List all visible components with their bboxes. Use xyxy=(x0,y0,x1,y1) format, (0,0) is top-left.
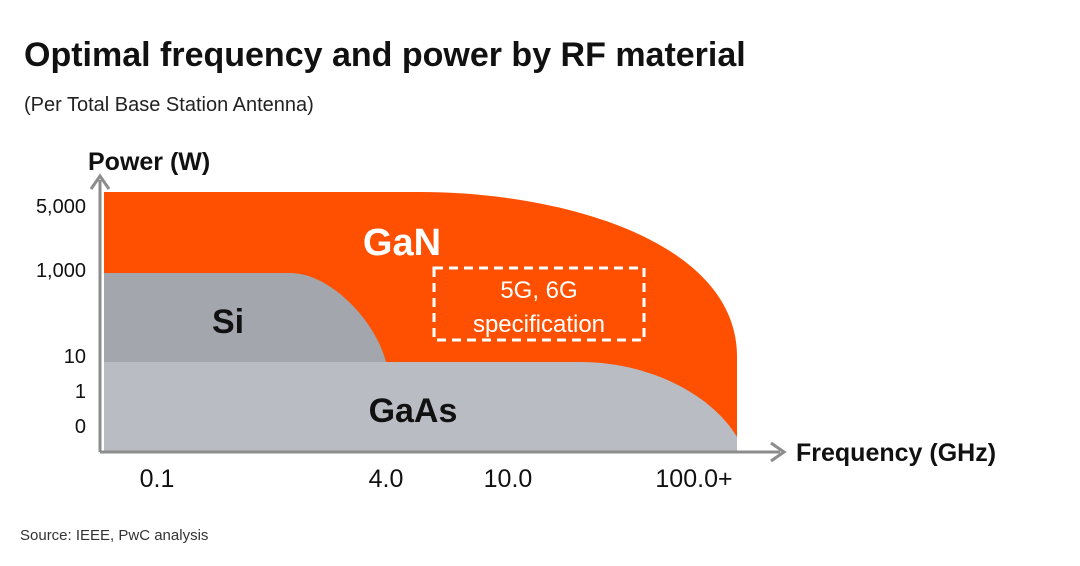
x-tick-label: 10.0 xyxy=(484,465,533,493)
x-tick-label: 100.0+ xyxy=(655,465,732,493)
y-tick-label: 10 xyxy=(64,346,86,368)
y-tick-label: 5,000 xyxy=(36,196,86,218)
annotation-line-2: specification xyxy=(473,311,605,338)
annotation-line-1: 5G, 6G xyxy=(500,277,577,304)
chart-title: Optimal frequency and power by RF materi… xyxy=(24,36,746,74)
x-axis-arrow xyxy=(770,441,787,463)
source-note: Source: IEEE, PwC analysis xyxy=(20,527,209,544)
si-region xyxy=(104,273,386,362)
annotation-box xyxy=(432,266,646,342)
y-axis-arrow xyxy=(89,173,111,190)
y-tick-label: 1,000 xyxy=(36,260,86,282)
gaas-region xyxy=(104,362,737,452)
series-label-si: Si xyxy=(212,303,244,341)
x-axis-title: Frequency (GHz) xyxy=(796,439,996,467)
series-label-gaas: GaAs xyxy=(369,392,458,430)
y-axis-title: Power (W) xyxy=(88,148,210,176)
y-tick-label: 1 xyxy=(75,381,86,403)
chart-subtitle: (Per Total Base Station Antenna) xyxy=(24,94,314,116)
y-tick-label: 0 xyxy=(75,416,86,438)
x-tick-label: 4.0 xyxy=(369,465,404,493)
series-label-gan: GaN xyxy=(363,222,441,264)
x-tick-label: 0.1 xyxy=(140,465,175,493)
